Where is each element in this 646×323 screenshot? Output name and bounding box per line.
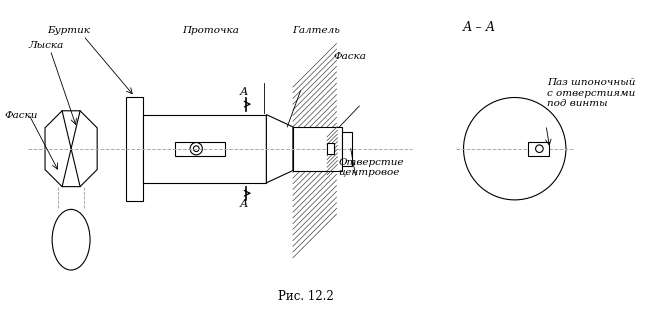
Polygon shape xyxy=(266,115,293,183)
Text: Фаски: Фаски xyxy=(5,111,38,120)
Bar xyxy=(293,127,342,171)
Bar xyxy=(175,141,225,156)
Bar xyxy=(143,115,266,183)
Bar xyxy=(126,97,143,201)
Bar xyxy=(342,132,351,166)
Circle shape xyxy=(464,98,566,200)
Text: Галтель: Галтель xyxy=(292,26,340,35)
Text: А: А xyxy=(240,200,248,210)
Circle shape xyxy=(536,145,543,152)
Text: Проточка: Проточка xyxy=(182,26,239,35)
Ellipse shape xyxy=(52,209,90,270)
Text: А – А: А – А xyxy=(463,21,496,34)
Text: Лыска: Лыска xyxy=(28,41,64,50)
Text: Отверстие
центровое: Отверстие центровое xyxy=(339,158,404,177)
Text: Рис. 12.2: Рис. 12.2 xyxy=(278,290,334,303)
Bar xyxy=(327,143,334,154)
Circle shape xyxy=(190,142,202,155)
Bar xyxy=(528,141,549,156)
Text: Буртик: Буртик xyxy=(47,26,90,35)
Text: А: А xyxy=(240,87,248,97)
Text: Фаска: Фаска xyxy=(334,52,366,61)
Text: Паз шпоночный
с отверстиями
под винты: Паз шпоночный с отверстиями под винты xyxy=(547,78,635,108)
Polygon shape xyxy=(45,111,97,187)
